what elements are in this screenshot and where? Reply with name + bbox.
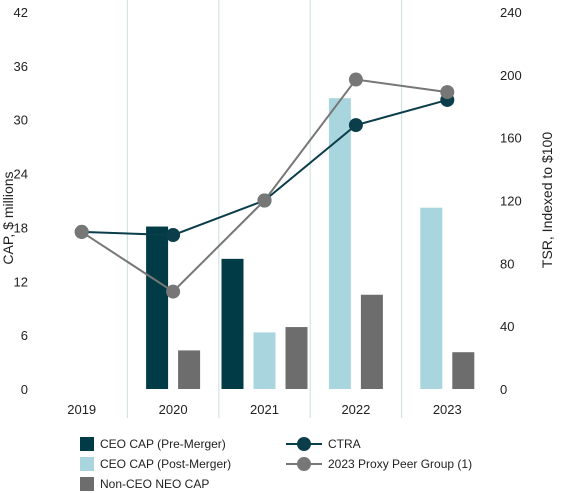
- legend-swatch-ctra: [286, 437, 322, 451]
- x-tick-label: 2019: [67, 402, 96, 417]
- legend-item-ceo-post-merger: CEO CAP (Post-Merger): [80, 456, 231, 472]
- legend-label: CEO CAP (Pre-Merger): [100, 437, 226, 451]
- y-left-tick-label: 36: [14, 59, 28, 74]
- y-right-tick-label: 40: [500, 319, 514, 334]
- bar-non-ceo-neo-cap: [178, 350, 201, 389]
- legend-swatch-peer-group: [286, 457, 322, 471]
- legend-label: CTRA: [328, 437, 361, 451]
- point-2023-proxy-peer-group-1: [440, 85, 455, 100]
- point-ctra: [166, 228, 181, 243]
- bar-non-ceo-neo-cap: [452, 352, 475, 389]
- point-2023-proxy-peer-group-1: [166, 284, 181, 299]
- legend-item-ceo-pre-merger: CEO CAP (Pre-Merger): [80, 436, 226, 452]
- line-2023-proxy-peer-group-1: [81, 78, 448, 293]
- legend-swatch-ceo-post-merger: [80, 457, 94, 471]
- legend-swatch-non-ceo-neo: [80, 477, 94, 491]
- vertical-gridlines: [126, 0, 403, 418]
- y-right-tick-label: 120: [500, 194, 522, 209]
- point-2023-proxy-peer-group-1: [348, 72, 363, 87]
- y-right-tick-label: 160: [500, 131, 522, 146]
- bar-ceo-cap-post-merger: [328, 98, 351, 390]
- y-right-tick-label: 80: [500, 256, 514, 271]
- y-right-axis-title: TSR, Indexed to $100: [539, 132, 555, 268]
- x-tick-label: 2021: [250, 402, 279, 417]
- y-left-tick-label: 24: [14, 167, 28, 182]
- y-right-tick-label: 200: [500, 68, 522, 83]
- legend-label: Non-CEO NEO CAP: [100, 477, 210, 491]
- y-right-tick-label: 0: [500, 382, 507, 397]
- legend-item-peer-group: 2023 Proxy Peer Group (1): [286, 456, 472, 472]
- x-tick-label: 2022: [341, 402, 370, 417]
- y-left-tick-label: 0: [21, 382, 28, 397]
- y-left-tick-label: 42: [14, 5, 28, 20]
- legend: CEO CAP (Pre-Merger) CEO CAP (Post-Merge…: [80, 436, 550, 492]
- bar-marks: [146, 98, 475, 390]
- bar-non-ceo-neo-cap: [285, 327, 308, 389]
- point-2023-proxy-peer-group-1: [257, 193, 272, 208]
- x-tick-label: 2023: [433, 402, 462, 417]
- bar-ceo-cap-pre-merger: [146, 226, 169, 389]
- legend-item-non-ceo-neo: Non-CEO NEO CAP: [80, 476, 209, 492]
- y-left-tick-label: 30: [14, 113, 28, 128]
- line-marks: [74, 72, 455, 299]
- axes: 0 6 12 18 24 30 36 42 0 40 80 120 160 200 240 2019 2020 2…: [14, 5, 522, 417]
- legend-label: CEO CAP (Post-Merger): [100, 457, 232, 471]
- bar-ceo-cap-pre-merger: [221, 258, 244, 389]
- y-left-tick-label: 6: [21, 328, 28, 343]
- bar-ceo-cap-post-merger: [420, 207, 443, 389]
- y-right-tick-label: 240: [500, 5, 522, 20]
- line-ctra: [81, 99, 448, 237]
- y-left-tick-label: 18: [14, 220, 28, 235]
- bar-ceo-cap-post-merger: [253, 332, 276, 389]
- legend-item-ctra: CTRA: [286, 436, 361, 452]
- point-ctra: [348, 118, 363, 133]
- y-left-axis-title: CAP, $ millions: [0, 171, 16, 264]
- x-tick-label: 2020: [159, 402, 188, 417]
- point-2023-proxy-peer-group-1: [74, 224, 89, 239]
- bar-non-ceo-neo-cap: [360, 294, 383, 389]
- legend-swatch-ceo-pre-merger: [80, 437, 94, 451]
- legend-label: 2023 Proxy Peer Group (1): [328, 457, 473, 471]
- y-left-tick-label: 12: [14, 274, 28, 289]
